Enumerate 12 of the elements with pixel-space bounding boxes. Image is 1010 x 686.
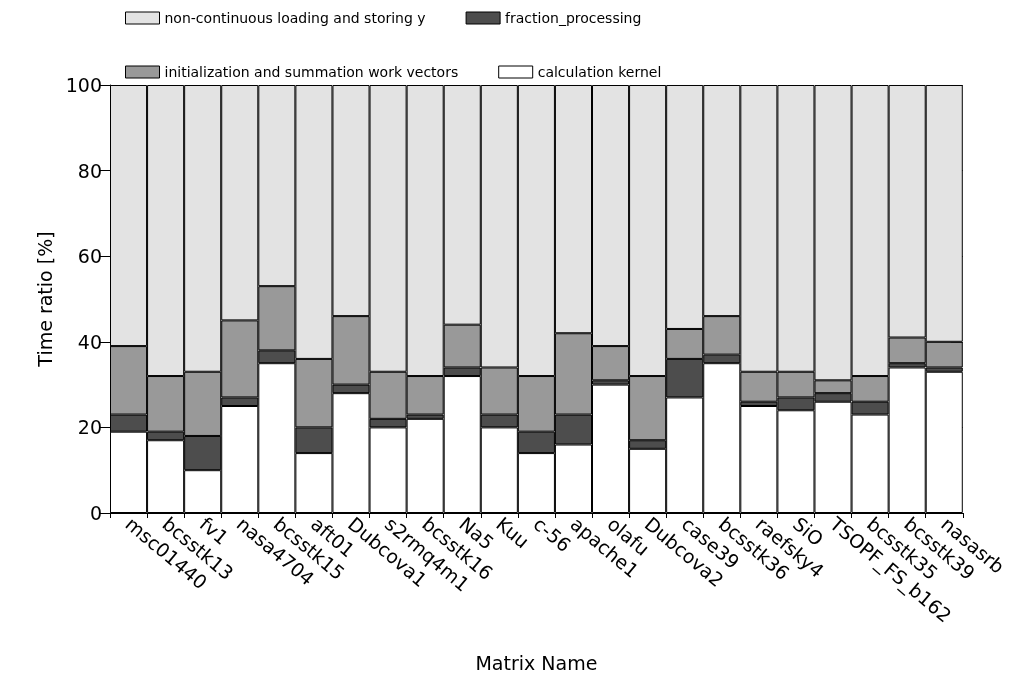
y-tick-label: 20 bbox=[77, 416, 102, 439]
y-tick-label: 100 bbox=[65, 74, 102, 96]
y-tick-label: 40 bbox=[77, 330, 102, 353]
legend-label: initialization and summation work vectors bbox=[164, 64, 459, 80]
y-tick-label: 60 bbox=[77, 245, 102, 268]
x-axis-title: Matrix Name bbox=[475, 651, 598, 674]
y-tick-label: 80 bbox=[77, 159, 102, 182]
legend-label: calculation kernel bbox=[537, 64, 662, 80]
legend-label: fraction_processing bbox=[505, 10, 642, 26]
y-axis-title: Time ratio [%] bbox=[34, 231, 57, 368]
legend-label: non-continuous loading and storing y bbox=[164, 10, 426, 26]
y-tick-label: 0 bbox=[89, 502, 102, 524]
